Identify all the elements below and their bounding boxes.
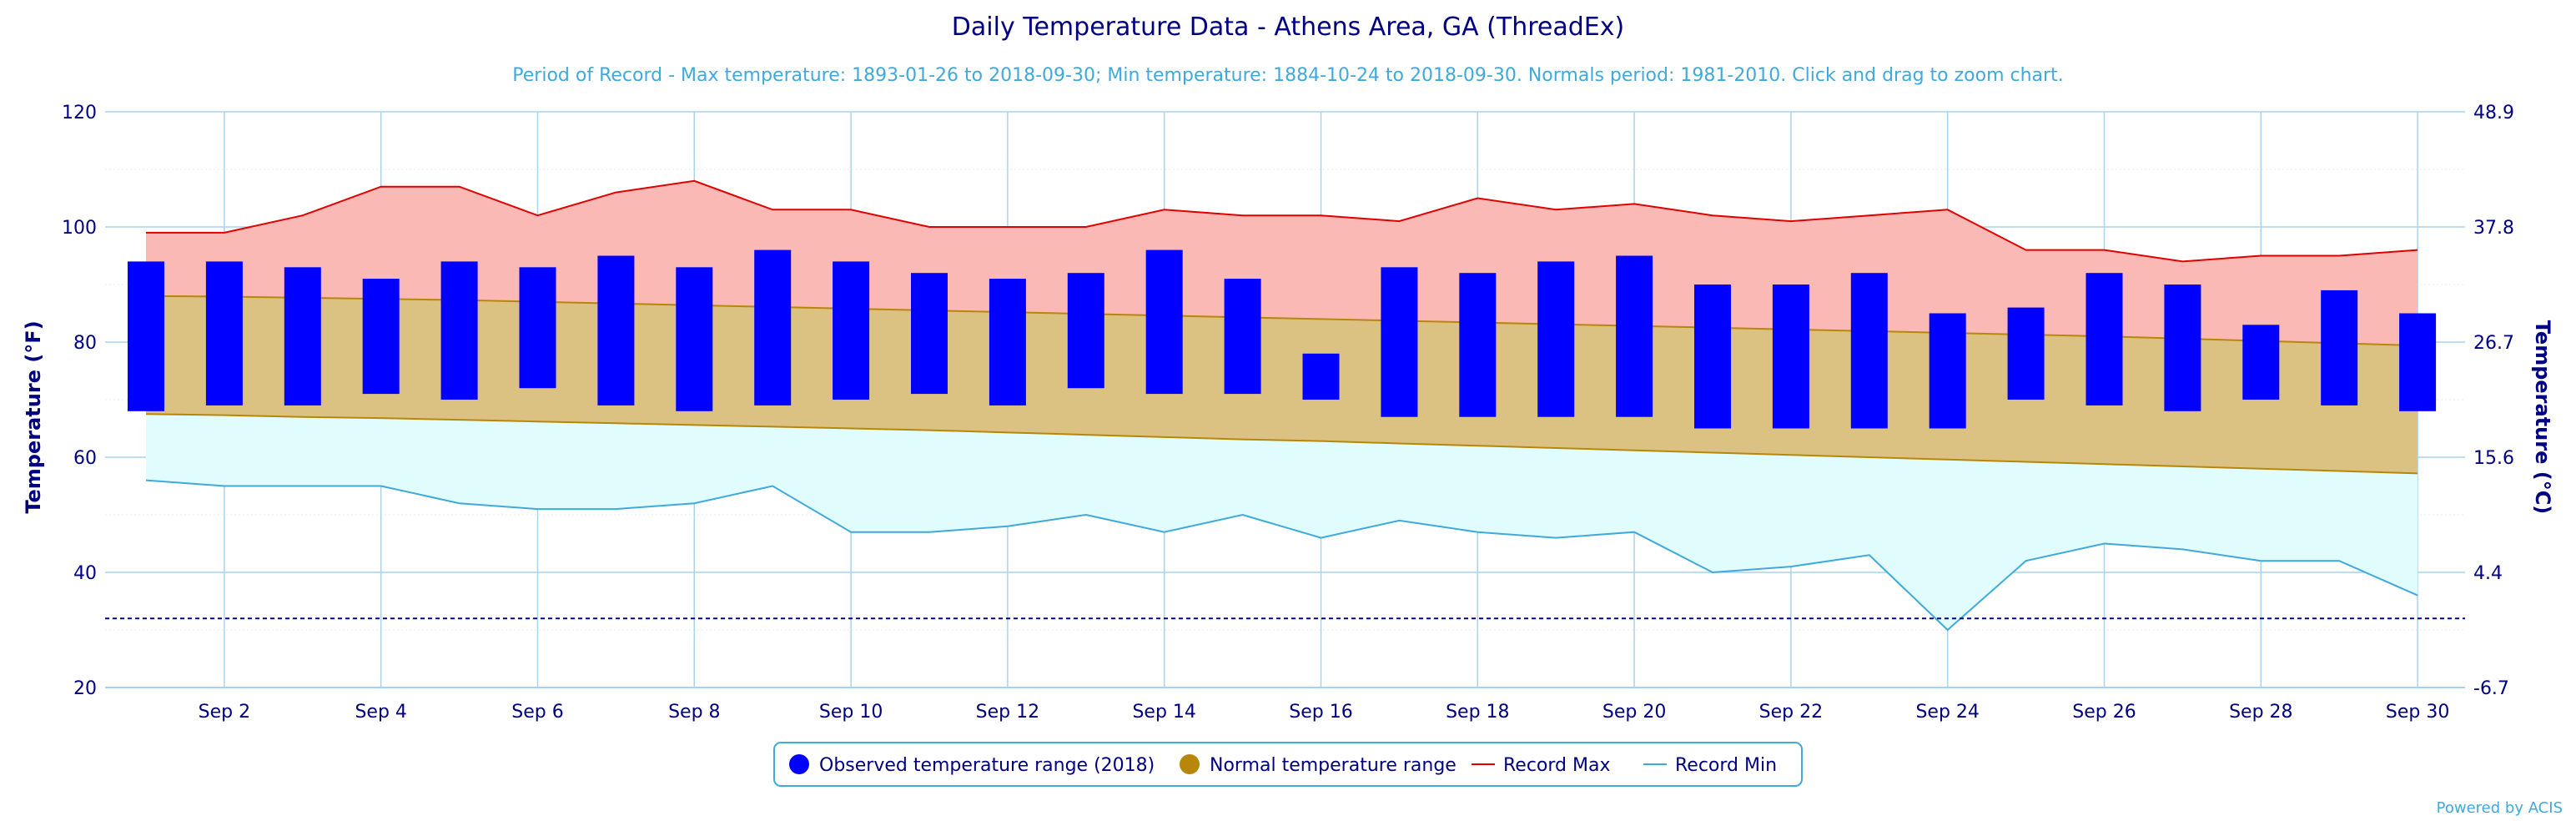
x-tick-label: Sep 30 <box>2386 702 2449 723</box>
observed-bar[interactable] <box>1850 273 1888 429</box>
observed-bar[interactable] <box>911 273 948 395</box>
legend[interactable]: Observed temperature range (2018) Normal … <box>773 742 1803 787</box>
observed-bar[interactable] <box>989 279 1026 405</box>
observed-bar[interactable] <box>1537 261 1575 417</box>
x-tick-label: Sep 2 <box>199 702 250 723</box>
y-tick-label-left: 120 <box>62 103 97 123</box>
observed-bar[interactable] <box>1459 273 1497 417</box>
y-axis-title-right: Temperature (°C) <box>2531 320 2554 515</box>
x-tick-label: Sep 6 <box>511 702 563 723</box>
observed-bar[interactable] <box>833 261 870 400</box>
legend-item-observed[interactable]: Observed temperature range (2018) <box>789 754 1155 776</box>
x-tick-label: Sep 28 <box>2229 702 2292 723</box>
observed-bar[interactable] <box>1929 313 1966 429</box>
y-tick-label-left: 60 <box>73 448 97 469</box>
chart-subtitle: Period of Record - Max temperature: 1893… <box>512 65 2063 86</box>
x-tick-label: Sep 10 <box>819 702 883 723</box>
legend-item-record-min-label: Record Min <box>1675 755 1777 776</box>
y-tick-label-left: 40 <box>73 563 97 584</box>
observed-bar[interactable] <box>1381 267 1418 417</box>
legend-item-record-max-label: Record Max <box>1503 755 1611 776</box>
observed-bar[interactable] <box>1145 249 1183 395</box>
observed-bar[interactable] <box>2242 325 2280 400</box>
observed-bar[interactable] <box>284 267 321 405</box>
plot-area[interactable]: Sep 2 Sep 4 Sep 6 Sep 8 Sep 10 Sep 12 Sep 14 Se… <box>62 103 2514 723</box>
record-max-area <box>146 180 2418 346</box>
y-tick-label-right: 48.9 <box>2473 103 2514 123</box>
observed-bar[interactable] <box>1772 285 1809 429</box>
observed-bar[interactable] <box>2164 285 2201 411</box>
normal-range-area <box>146 295 2418 474</box>
y-axis-title-left: Temperature (°F) <box>22 320 45 513</box>
legend-item-normal-label: Normal temperature range <box>1210 755 1457 776</box>
y-tick-label-left: 100 <box>62 218 97 239</box>
x-tick-label: Sep 12 <box>976 702 1039 723</box>
normal-low-line <box>145 413 2418 475</box>
observed-bar[interactable] <box>362 279 400 395</box>
y-tick-label-right: 4.4 <box>2473 563 2503 584</box>
observed-bar[interactable] <box>128 261 164 411</box>
y-tick-label-right: -6.7 <box>2473 678 2509 699</box>
x-tick-label: Sep 18 <box>1446 702 1509 723</box>
observed-bar[interactable] <box>597 255 635 405</box>
x-tick-label: Sep 14 <box>1132 702 1195 723</box>
record-min-line <box>145 479 2418 632</box>
observed-bar[interactable] <box>1616 255 1653 417</box>
observed-bar[interactable] <box>676 267 713 411</box>
observed-bar[interactable] <box>754 249 792 405</box>
observed-bar[interactable] <box>2085 273 2123 405</box>
legend-item-record-min[interactable]: Record Min <box>1643 755 1777 776</box>
y-tick-label-left: 20 <box>73 678 97 699</box>
x-tick-label: Sep 20 <box>1602 702 1666 723</box>
observed-bar[interactable] <box>205 261 243 405</box>
observed-bar[interactable] <box>1224 279 1261 395</box>
observed-bar[interactable] <box>1067 273 1104 389</box>
legend-box <box>773 742 1803 787</box>
y-tick-label-right: 37.8 <box>2473 218 2514 239</box>
observed-bar[interactable] <box>1302 353 1340 400</box>
legend-item-normal[interactable]: Normal temperature range <box>1180 754 1457 776</box>
y-tick-label-left: 80 <box>73 333 97 354</box>
x-tick-label: Sep 8 <box>668 702 720 723</box>
x-tick-label: Sep 4 <box>355 702 406 723</box>
legend-item-record-max[interactable]: Record Max <box>1472 755 1611 776</box>
y-tick-label-right: 26.7 <box>2473 333 2514 354</box>
observed-bar[interactable] <box>440 261 478 400</box>
x-tick-label: Sep 22 <box>1759 702 1823 723</box>
x-tick-label: Sep 16 <box>1289 702 1352 723</box>
observed-bar[interactable] <box>2321 290 2358 405</box>
record-max-line <box>146 179 2418 263</box>
legend-item-observed-label: Observed temperature range (2018) <box>819 755 1155 776</box>
legend-item-normal-marker <box>1180 754 1200 774</box>
x-tick-label: Sep 26 <box>2072 702 2136 723</box>
observed-bar[interactable] <box>519 267 556 389</box>
credit-link[interactable]: Powered by ACIS <box>2437 799 2563 817</box>
observed-bar[interactable] <box>1694 285 1731 429</box>
legend-item-observed-marker <box>789 754 809 774</box>
x-tick-label: Sep 24 <box>1915 702 1979 723</box>
chart-title: Daily Temperature Data - Athens Area, GA… <box>952 13 1624 42</box>
y-tick-label-right: 15.6 <box>2473 448 2514 469</box>
record-min-area <box>146 414 2418 630</box>
observed-bar[interactable] <box>2007 307 2045 400</box>
observed-bar[interactable] <box>2399 313 2437 411</box>
